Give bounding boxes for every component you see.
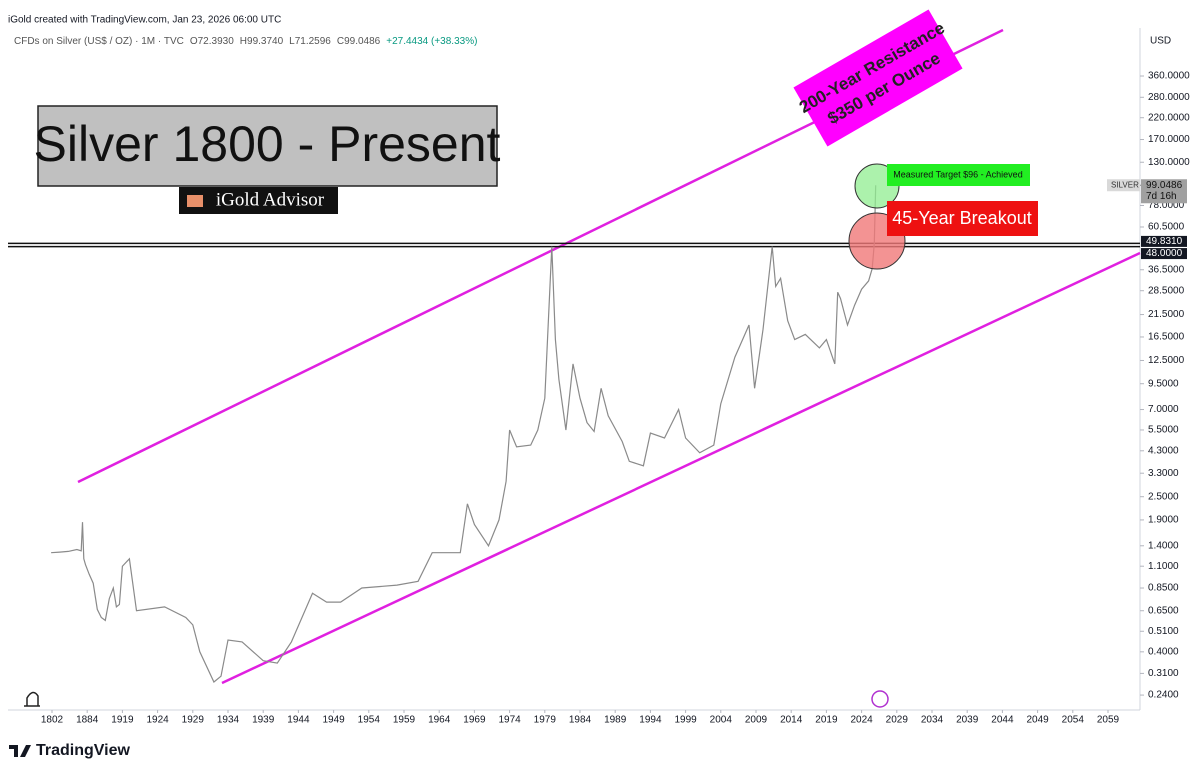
ohlc-value: L71.2596 bbox=[289, 36, 331, 47]
x-tick-label: 2024 bbox=[850, 715, 873, 726]
x-tick-label: 1984 bbox=[569, 715, 592, 726]
credit: iGold created with TradingView.com, Jan … bbox=[8, 15, 281, 26]
y-tick-label: 1.4000 bbox=[1148, 540, 1179, 551]
badge-box bbox=[179, 187, 338, 214]
y-tick-label: 0.2400 bbox=[1148, 690, 1179, 701]
y-tick-label: 2.5000 bbox=[1148, 491, 1179, 502]
lower-channel bbox=[221, 251, 1141, 685]
y-tick-label: 130.0000 bbox=[1148, 157, 1190, 168]
event-icon bbox=[871, 690, 889, 708]
breakout-note: 45-Year Breakout bbox=[892, 208, 1031, 228]
x-tick-label: 1974 bbox=[498, 715, 521, 726]
y-tick-label: 9.5000 bbox=[1148, 378, 1179, 389]
ohlc-value: H99.3740 bbox=[240, 36, 284, 47]
level-tag bbox=[1141, 248, 1187, 260]
x-tick-label: 2039 bbox=[956, 715, 979, 726]
price-line bbox=[51, 185, 877, 683]
y-tick-label: 1.1000 bbox=[1148, 561, 1179, 572]
x-tick-label: 2009 bbox=[745, 715, 768, 726]
level-label: 48.0000 bbox=[1146, 248, 1183, 259]
x-tick-label: 2029 bbox=[886, 715, 909, 726]
x-tick-label: 1929 bbox=[182, 715, 205, 726]
x-tick-label: 1944 bbox=[287, 715, 310, 726]
x-tick-label: 2034 bbox=[921, 715, 944, 726]
x-tick-label: 1954 bbox=[358, 715, 381, 726]
x-tick-label: 1934 bbox=[217, 715, 240, 726]
title-box bbox=[37, 105, 498, 187]
x-tick-label: 1959 bbox=[393, 715, 416, 726]
y-tick-label: 280.0000 bbox=[1148, 92, 1190, 103]
symbol-tag-label: SILVER bbox=[1111, 180, 1139, 189]
brand-name: TradingView bbox=[36, 742, 131, 759]
overlay: Silver 1800 - Present iGold Advisor 200-… bbox=[24, 9, 1038, 708]
level-label: 49.8310 bbox=[1146, 236, 1183, 247]
y-tick-label: 1.9000 bbox=[1148, 515, 1179, 526]
x-tick-label: 2004 bbox=[710, 715, 733, 726]
x-tick-label: 1969 bbox=[463, 715, 486, 726]
currency: USD bbox=[1150, 36, 1171, 47]
x-tick-label: 1919 bbox=[111, 715, 134, 726]
symbol: CFDs on Silver (US$ / OZ) · 1M · TVC bbox=[14, 36, 184, 47]
y-tick-label: 7.0000 bbox=[1148, 404, 1179, 415]
x-tick-label: 2059 bbox=[1097, 715, 1120, 726]
symbol-line: CFDs on Silver (US$ / OZ) · 1M · TVC O72.… bbox=[14, 36, 477, 47]
y-tick-label: 28.5000 bbox=[1148, 285, 1185, 296]
x-tick-label: 1979 bbox=[534, 715, 557, 726]
x-tick-label: 2019 bbox=[815, 715, 838, 726]
x-tick-label: 1939 bbox=[252, 715, 275, 726]
target-note: Measured Target $96 - Achieved bbox=[893, 169, 1022, 179]
badge: iGold Advisor bbox=[216, 189, 325, 210]
y-tick-label: 36.5000 bbox=[1148, 264, 1185, 275]
y-tick-label: 170.0000 bbox=[1148, 134, 1190, 145]
x-tick-label: 1802 bbox=[41, 715, 64, 726]
y-tick-label: 0.4000 bbox=[1148, 646, 1179, 657]
brand-logo bbox=[9, 745, 31, 757]
ohlc-value: C99.0486 bbox=[337, 36, 381, 47]
y-tick-label: 78.0000 bbox=[1148, 200, 1185, 211]
replay-icon bbox=[24, 691, 40, 707]
chart-title: Silver 1800 - Present bbox=[34, 116, 501, 172]
countdown-label: 7d 16h bbox=[1146, 191, 1177, 202]
y-tick-label: 16.5000 bbox=[1148, 332, 1185, 343]
x-tick-label: 2049 bbox=[1026, 715, 1049, 726]
x-tick-label: 1949 bbox=[322, 715, 345, 726]
breakout-box bbox=[887, 201, 1038, 236]
y-tick-label: 3.3000 bbox=[1148, 468, 1179, 479]
x-tick-label: 1994 bbox=[639, 715, 662, 726]
y-tick-label: 0.8500 bbox=[1148, 583, 1179, 594]
y-tick-label: 0.6500 bbox=[1148, 605, 1179, 616]
x-tick-label: 1964 bbox=[428, 715, 451, 726]
level-tag bbox=[1141, 235, 1187, 247]
x-tick-label: 2014 bbox=[780, 715, 803, 726]
price-tag-label: 99.0486 bbox=[1146, 180, 1183, 191]
ohlc-value: +27.4434 (+38.33%) bbox=[386, 36, 477, 47]
y-tick-label: 360.0000 bbox=[1148, 71, 1190, 82]
price-tag bbox=[1141, 179, 1187, 204]
y-tick-label: 220.0000 bbox=[1148, 112, 1190, 123]
y-tick-label: 12.5000 bbox=[1148, 355, 1185, 366]
x-tick-label: 1884 bbox=[76, 715, 99, 726]
ohlc-value: O72.3930 bbox=[190, 36, 234, 47]
x-tick-label: 1989 bbox=[604, 715, 627, 726]
y-tick-label: 21.5000 bbox=[1148, 309, 1185, 320]
y-tick-label: 5.5000 bbox=[1148, 425, 1179, 436]
x-tick-label: 2054 bbox=[1062, 715, 1085, 726]
x-tick-label: 2044 bbox=[991, 715, 1014, 726]
y-tick-label: 4.3000 bbox=[1148, 445, 1179, 456]
brand: TradingView bbox=[9, 742, 131, 759]
target-box bbox=[887, 164, 1030, 186]
badge-icon bbox=[187, 195, 203, 207]
y-tick-label: 0.5100 bbox=[1148, 626, 1179, 637]
x-tick-label: 1999 bbox=[674, 715, 697, 726]
resistance-box bbox=[793, 9, 963, 147]
plot: Silver 1800 - Present iGold Advisor 200-… bbox=[8, 9, 1141, 708]
y-tick-label: 60.5000 bbox=[1148, 222, 1185, 233]
y-tick-label: 0.3100 bbox=[1148, 668, 1179, 679]
symbol-tag bbox=[1107, 179, 1140, 192]
x-tick-label: 1924 bbox=[146, 715, 169, 726]
